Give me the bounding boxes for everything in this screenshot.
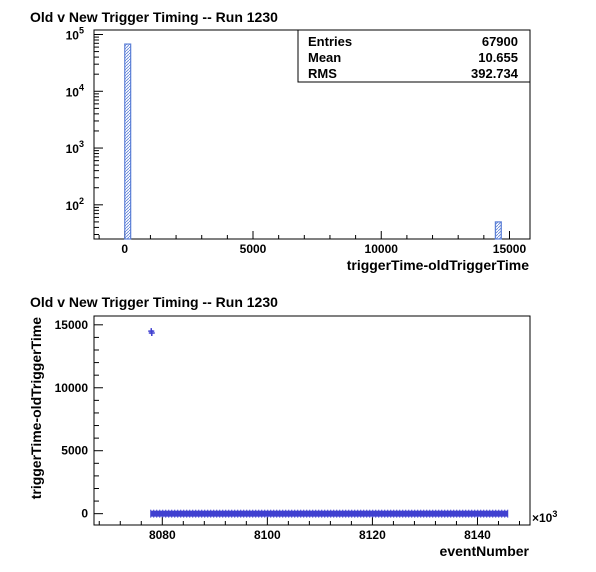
histogram-y-tick-label: 104 <box>66 82 84 99</box>
scatter-x-tick-label: 8080 <box>149 528 176 542</box>
scatter-y-axis-label: triggerTime-oldTriggerTime <box>28 317 44 500</box>
x-multiplier-label: ×103 <box>532 509 557 525</box>
stats-label-rms: RMS <box>308 66 337 81</box>
scatter-points <box>148 328 509 518</box>
stats-box-frame <box>297 29 531 83</box>
histogram-x-tick-label: 10000 <box>365 242 399 256</box>
histogram-bars <box>124 43 502 240</box>
stats-box: Entries 67900 Mean 10.655 RMS 392.734 <box>297 29 531 83</box>
histogram-title: Old v New Trigger Timing -- Run 1230 <box>30 9 278 25</box>
histogram-bar <box>124 43 132 240</box>
stats-value-mean: 10.655 <box>478 50 518 65</box>
scatter-title: Old v New Trigger Timing -- Run 1230 <box>30 294 278 310</box>
histogram-x-tick-label: 15000 <box>493 242 527 256</box>
stats-value-rms: 392.734 <box>471 66 519 81</box>
histogram-y-tick-label: 102 <box>66 196 84 213</box>
histogram-x-tick-label: 0 <box>121 242 128 256</box>
scatter-point <box>148 329 155 336</box>
histogram-ticks: 0 5000 10000 15000 102 103 104 105 <box>66 25 527 256</box>
scatter-x-tick-label: 8100 <box>254 528 281 542</box>
scatter-y-tick-label: 0 <box>81 507 88 521</box>
histogram-x-tick-label: 5000 <box>240 242 267 256</box>
scatter-x-axis-label: eventNumber <box>440 543 530 559</box>
histogram-y-tick-label: 105 <box>66 25 84 42</box>
stats-label-mean: Mean <box>308 50 341 65</box>
histogram-x-axis-label: triggerTime-oldTriggerTime <box>347 257 530 273</box>
stats-value-entries: 67900 <box>482 34 518 49</box>
scatter-y-tick-label: 10000 <box>55 381 89 395</box>
scatter-y-tick-label: 15000 <box>55 318 89 332</box>
scatter-y-tick-label: 5000 <box>61 444 88 458</box>
scatter-ticks: 8080 8100 8120 8140 0 5000 10000 15000 <box>55 318 520 542</box>
scatter-x-tick-label: 8140 <box>464 528 491 542</box>
scatter-panel: Old v New Trigger Timing -- Run 1230 808… <box>28 294 557 559</box>
stats-label-entries: Entries <box>308 34 352 49</box>
histogram-y-tick-label: 103 <box>66 139 84 156</box>
scatter-point-band <box>150 510 508 517</box>
scatter-x-tick-label: 8120 <box>359 528 386 542</box>
histogram-panel: Old v New Trigger Timing -- Run 1230 0 50… <box>30 9 531 273</box>
scatter-frame <box>93 315 531 526</box>
histogram-bar <box>494 221 502 240</box>
